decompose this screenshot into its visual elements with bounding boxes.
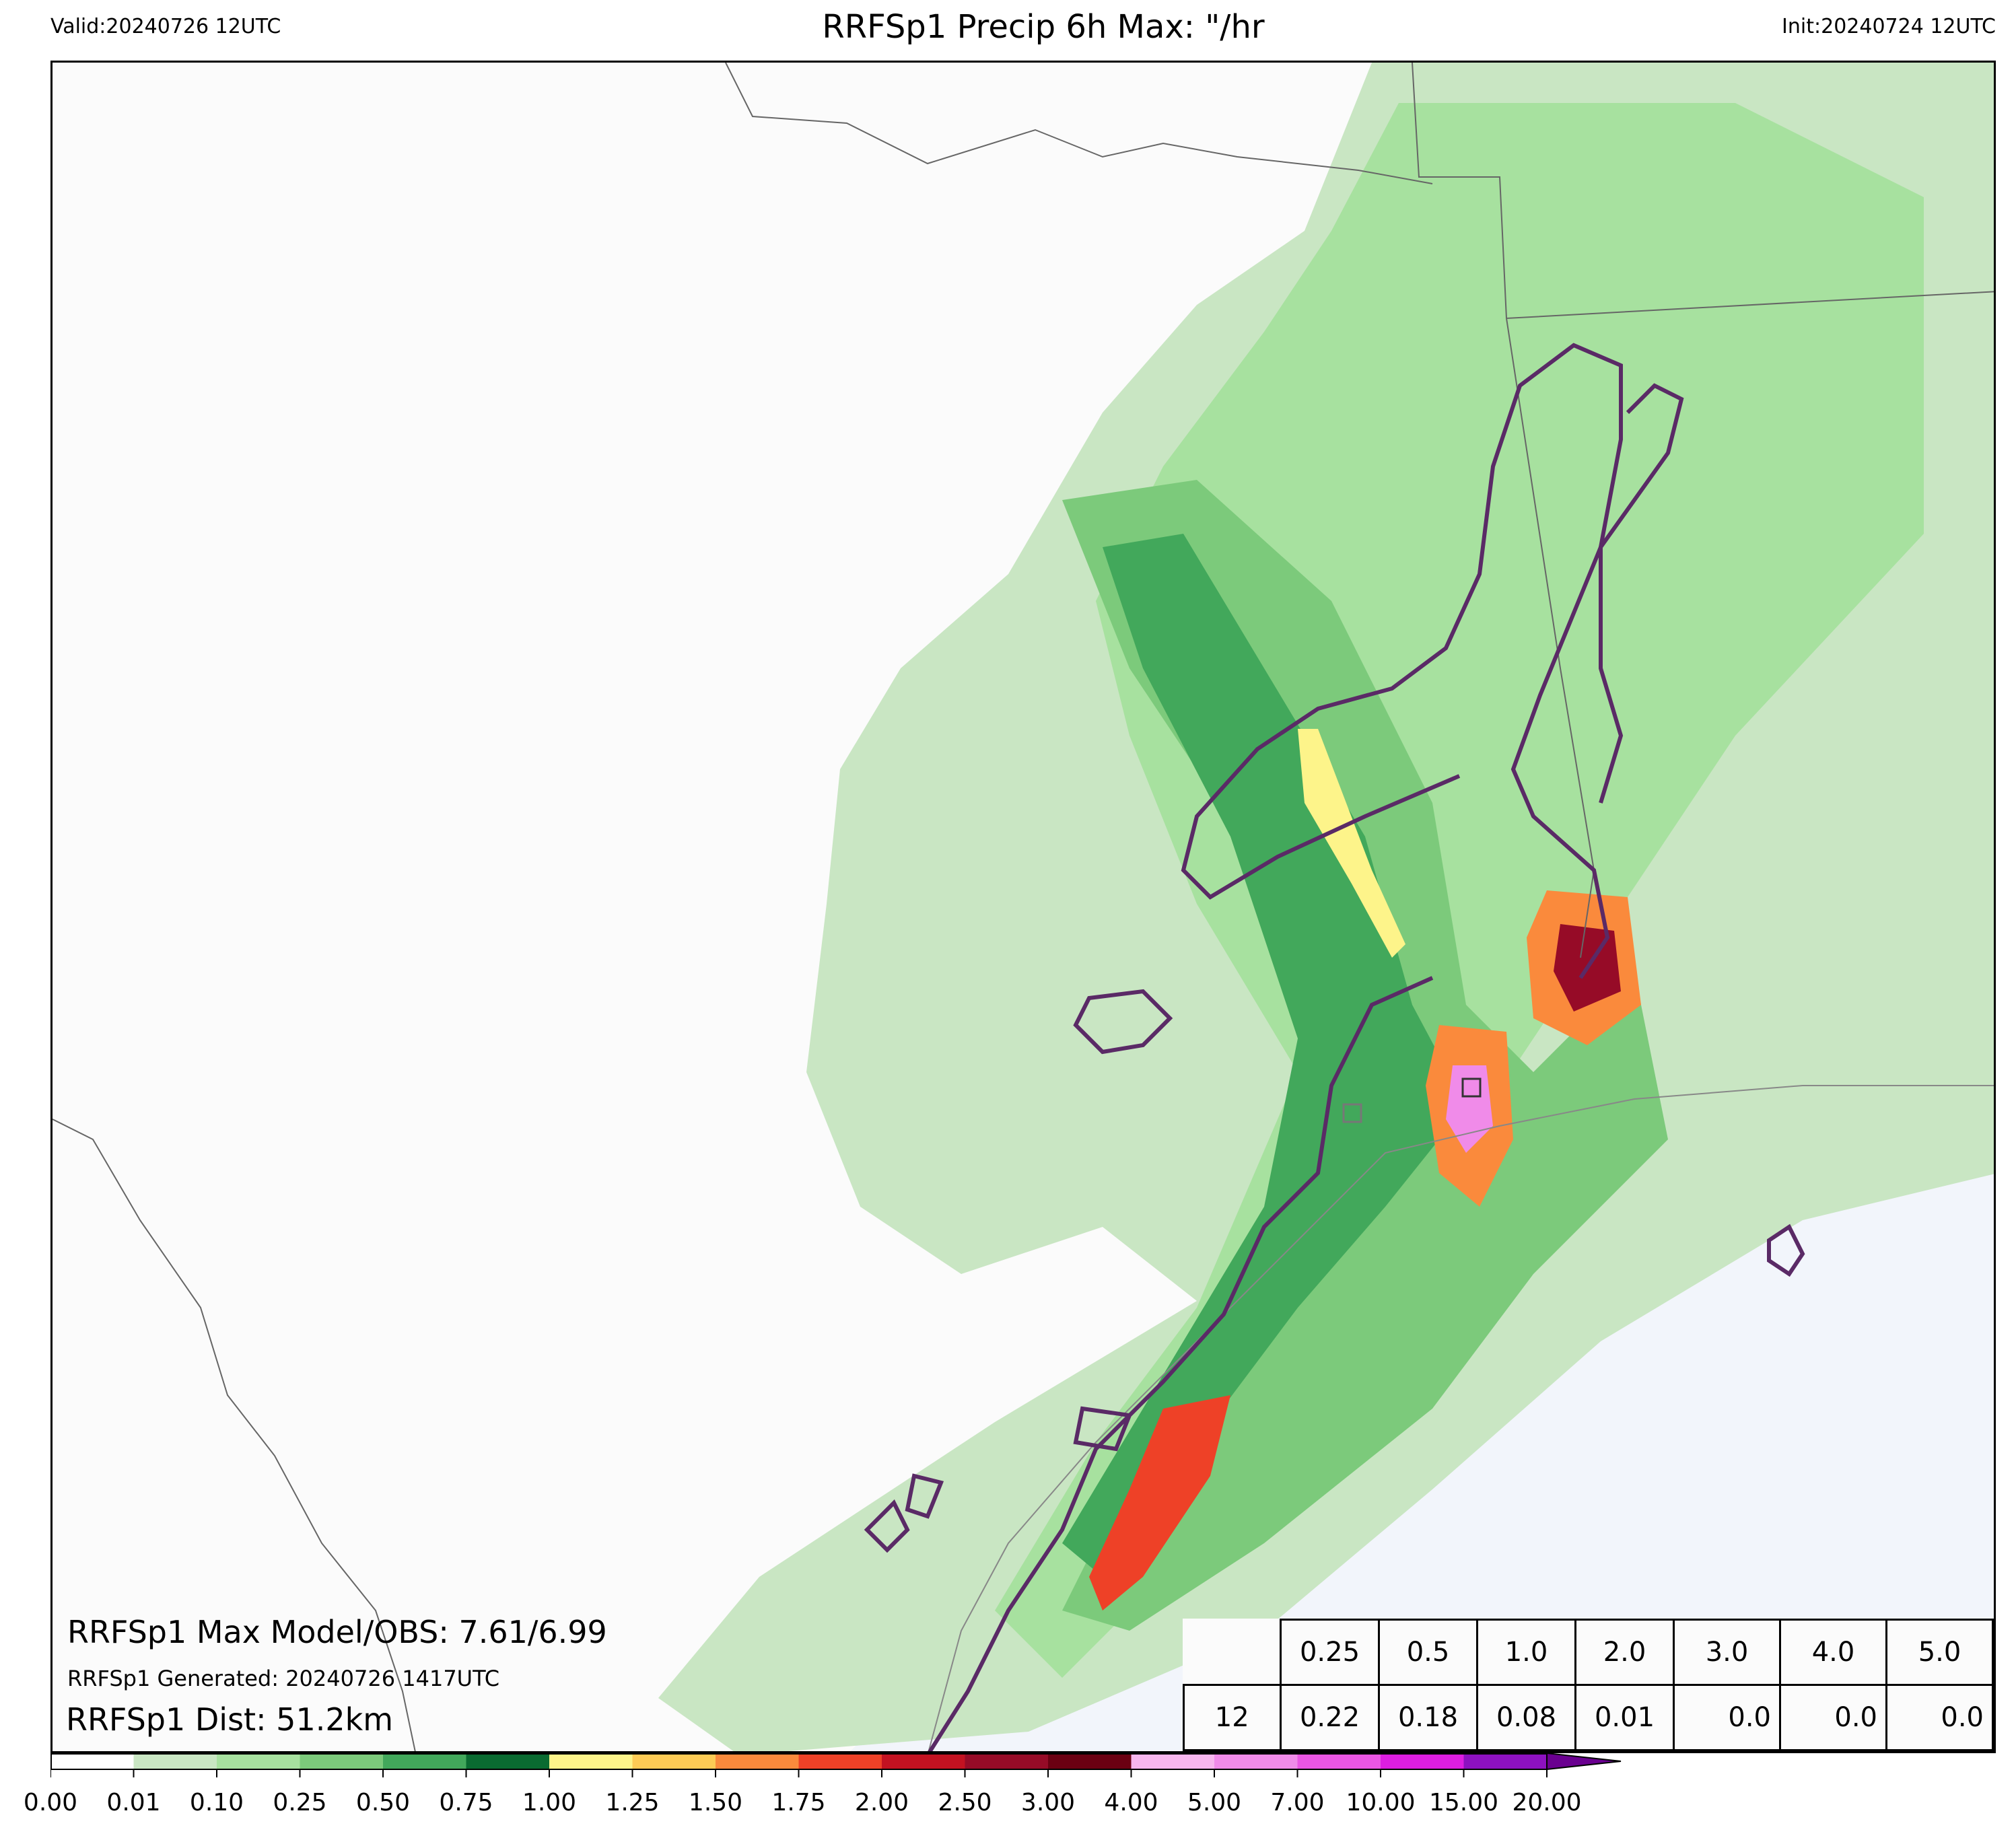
colorbar-segment <box>716 1753 799 1769</box>
row-label-cell: 12 <box>1182 1684 1282 1751</box>
valid-time-label: Valid:20240726 12UTC <box>50 15 281 38</box>
threshold-cell: 1.0 <box>1476 1619 1576 1686</box>
colorbar-segment <box>1214 1753 1298 1769</box>
state-boundary <box>725 63 1994 958</box>
colorbar-segment <box>217 1753 300 1769</box>
colorbar-tick-label: 0.25 <box>273 1789 327 1816</box>
colorbar-tick-label: 0.10 <box>189 1789 244 1816</box>
obs-contour-east <box>1599 383 1684 804</box>
precip-core-orange-3 <box>1089 1395 1230 1611</box>
map-title: RRFSp1 Precip 6h Max: "/hr <box>822 8 1265 46</box>
colorbar-tick-label: 20.00 <box>1512 1789 1582 1816</box>
colorbar-tick-label: 1.50 <box>688 1789 743 1816</box>
threshold-cell: 0.5 <box>1378 1619 1478 1686</box>
colorbar-segment <box>798 1753 882 1769</box>
threshold-header-row: 0.25 0.5 1.0 2.0 3.0 4.0 5.0 <box>1183 1619 1994 1686</box>
model-max-marker <box>1342 1103 1362 1123</box>
value-cell: 0.0 <box>1673 1684 1781 1751</box>
threshold-stats-table: 0.25 0.5 1.0 2.0 3.0 4.0 5.0 12 0.22 0.1… <box>1182 1619 1994 1751</box>
value-cell: 0.0 <box>1779 1684 1887 1751</box>
colorbar-segment <box>1131 1753 1215 1769</box>
obs-contour-east-blob <box>1767 1224 1805 1277</box>
colorbar-segment <box>133 1753 217 1769</box>
colorbar-tick-label: 1.75 <box>771 1789 826 1816</box>
colorbar <box>50 1753 1622 1777</box>
precip-map <box>53 63 1994 1751</box>
colorbar-tick-label: 1.00 <box>522 1789 577 1816</box>
colorbar-segment <box>549 1753 633 1769</box>
table-corner <box>1183 1620 1281 1685</box>
colorbar-extend-arrow <box>1546 1753 1622 1771</box>
value-cell: 0.08 <box>1476 1684 1576 1751</box>
colorbar-tick-label: 15.00 <box>1428 1789 1499 1816</box>
colorbar-tick-label: 0.50 <box>355 1789 411 1816</box>
colorbar-segment <box>632 1753 716 1769</box>
threshold-value-row: 12 0.22 0.18 0.08 0.01 0.0 0.0 0.0 <box>1182 1684 1994 1751</box>
colorbar-tick-label: 0.00 <box>23 1789 78 1816</box>
colorbar-tick-label: 1.25 <box>605 1789 660 1816</box>
distance-label: RRFSp1 Dist: 51.2km <box>66 1701 394 1738</box>
colorbar-tick-label: 2.50 <box>938 1789 992 1816</box>
coastline <box>928 1085 1994 1751</box>
value-cell: 0.18 <box>1378 1684 1478 1751</box>
colorbar-segment <box>300 1753 384 1769</box>
threshold-cell: 5.0 <box>1885 1619 1994 1686</box>
obs-contour-main <box>1181 343 1623 979</box>
colorbar-segment <box>50 1753 134 1769</box>
colorbar-tick-label: 7.00 <box>1270 1789 1325 1816</box>
colorbar-tick-label: 10.00 <box>1346 1789 1416 1816</box>
threshold-cell: 4.0 <box>1779 1619 1887 1686</box>
init-time-label: Init:20240724 12UTC <box>1782 15 1996 38</box>
colorbar-tick-label: 3.00 <box>1020 1789 1076 1816</box>
precip-streak-yellow <box>1298 729 1405 958</box>
value-cell: 0.0 <box>1885 1684 1994 1751</box>
value-cell: 0.22 <box>1280 1684 1380 1751</box>
colorbar-segment <box>1381 1753 1464 1769</box>
colorbar-tick-label: 5.00 <box>1187 1789 1242 1816</box>
colorbar-tick-label: 0.01 <box>106 1789 161 1816</box>
threshold-cell: 3.0 <box>1673 1619 1781 1686</box>
colorbar-segment <box>1297 1753 1381 1769</box>
colorbar-segment <box>882 1753 965 1769</box>
obs-contour-south <box>928 976 1434 1751</box>
colorbar-segment <box>965 1753 1049 1769</box>
colorbar-tick-label: 4.00 <box>1104 1789 1158 1816</box>
colorbar-segment <box>383 1753 466 1769</box>
obs-max-marker <box>1461 1077 1482 1098</box>
threshold-cell: 2.0 <box>1574 1619 1675 1686</box>
generated-label: RRFSp1 Generated: 20240726 1417UTC <box>67 1666 500 1691</box>
mexico-boundary <box>53 1119 416 1751</box>
colorbar-segment <box>1048 1753 1132 1769</box>
map-panel: RRFSp1 Max Model/OBS: 7.61/6.99 RRFSp1 G… <box>50 61 1996 1753</box>
colorbar-segment <box>1463 1753 1548 1769</box>
colorbar-tick-label: 0.75 <box>439 1789 493 1816</box>
obs-contour-west-blob <box>1073 989 1173 1055</box>
colorbar-segment <box>466 1753 550 1769</box>
max-model-obs-label: RRFSp1 Max Model/OBS: 7.61/6.99 <box>67 1614 607 1650</box>
colorbar-tick-label: 2.00 <box>854 1789 909 1816</box>
threshold-cell: 0.25 <box>1280 1619 1380 1686</box>
value-cell: 0.01 <box>1574 1684 1675 1751</box>
obs-contour-sw-blobs <box>864 1406 1133 1553</box>
